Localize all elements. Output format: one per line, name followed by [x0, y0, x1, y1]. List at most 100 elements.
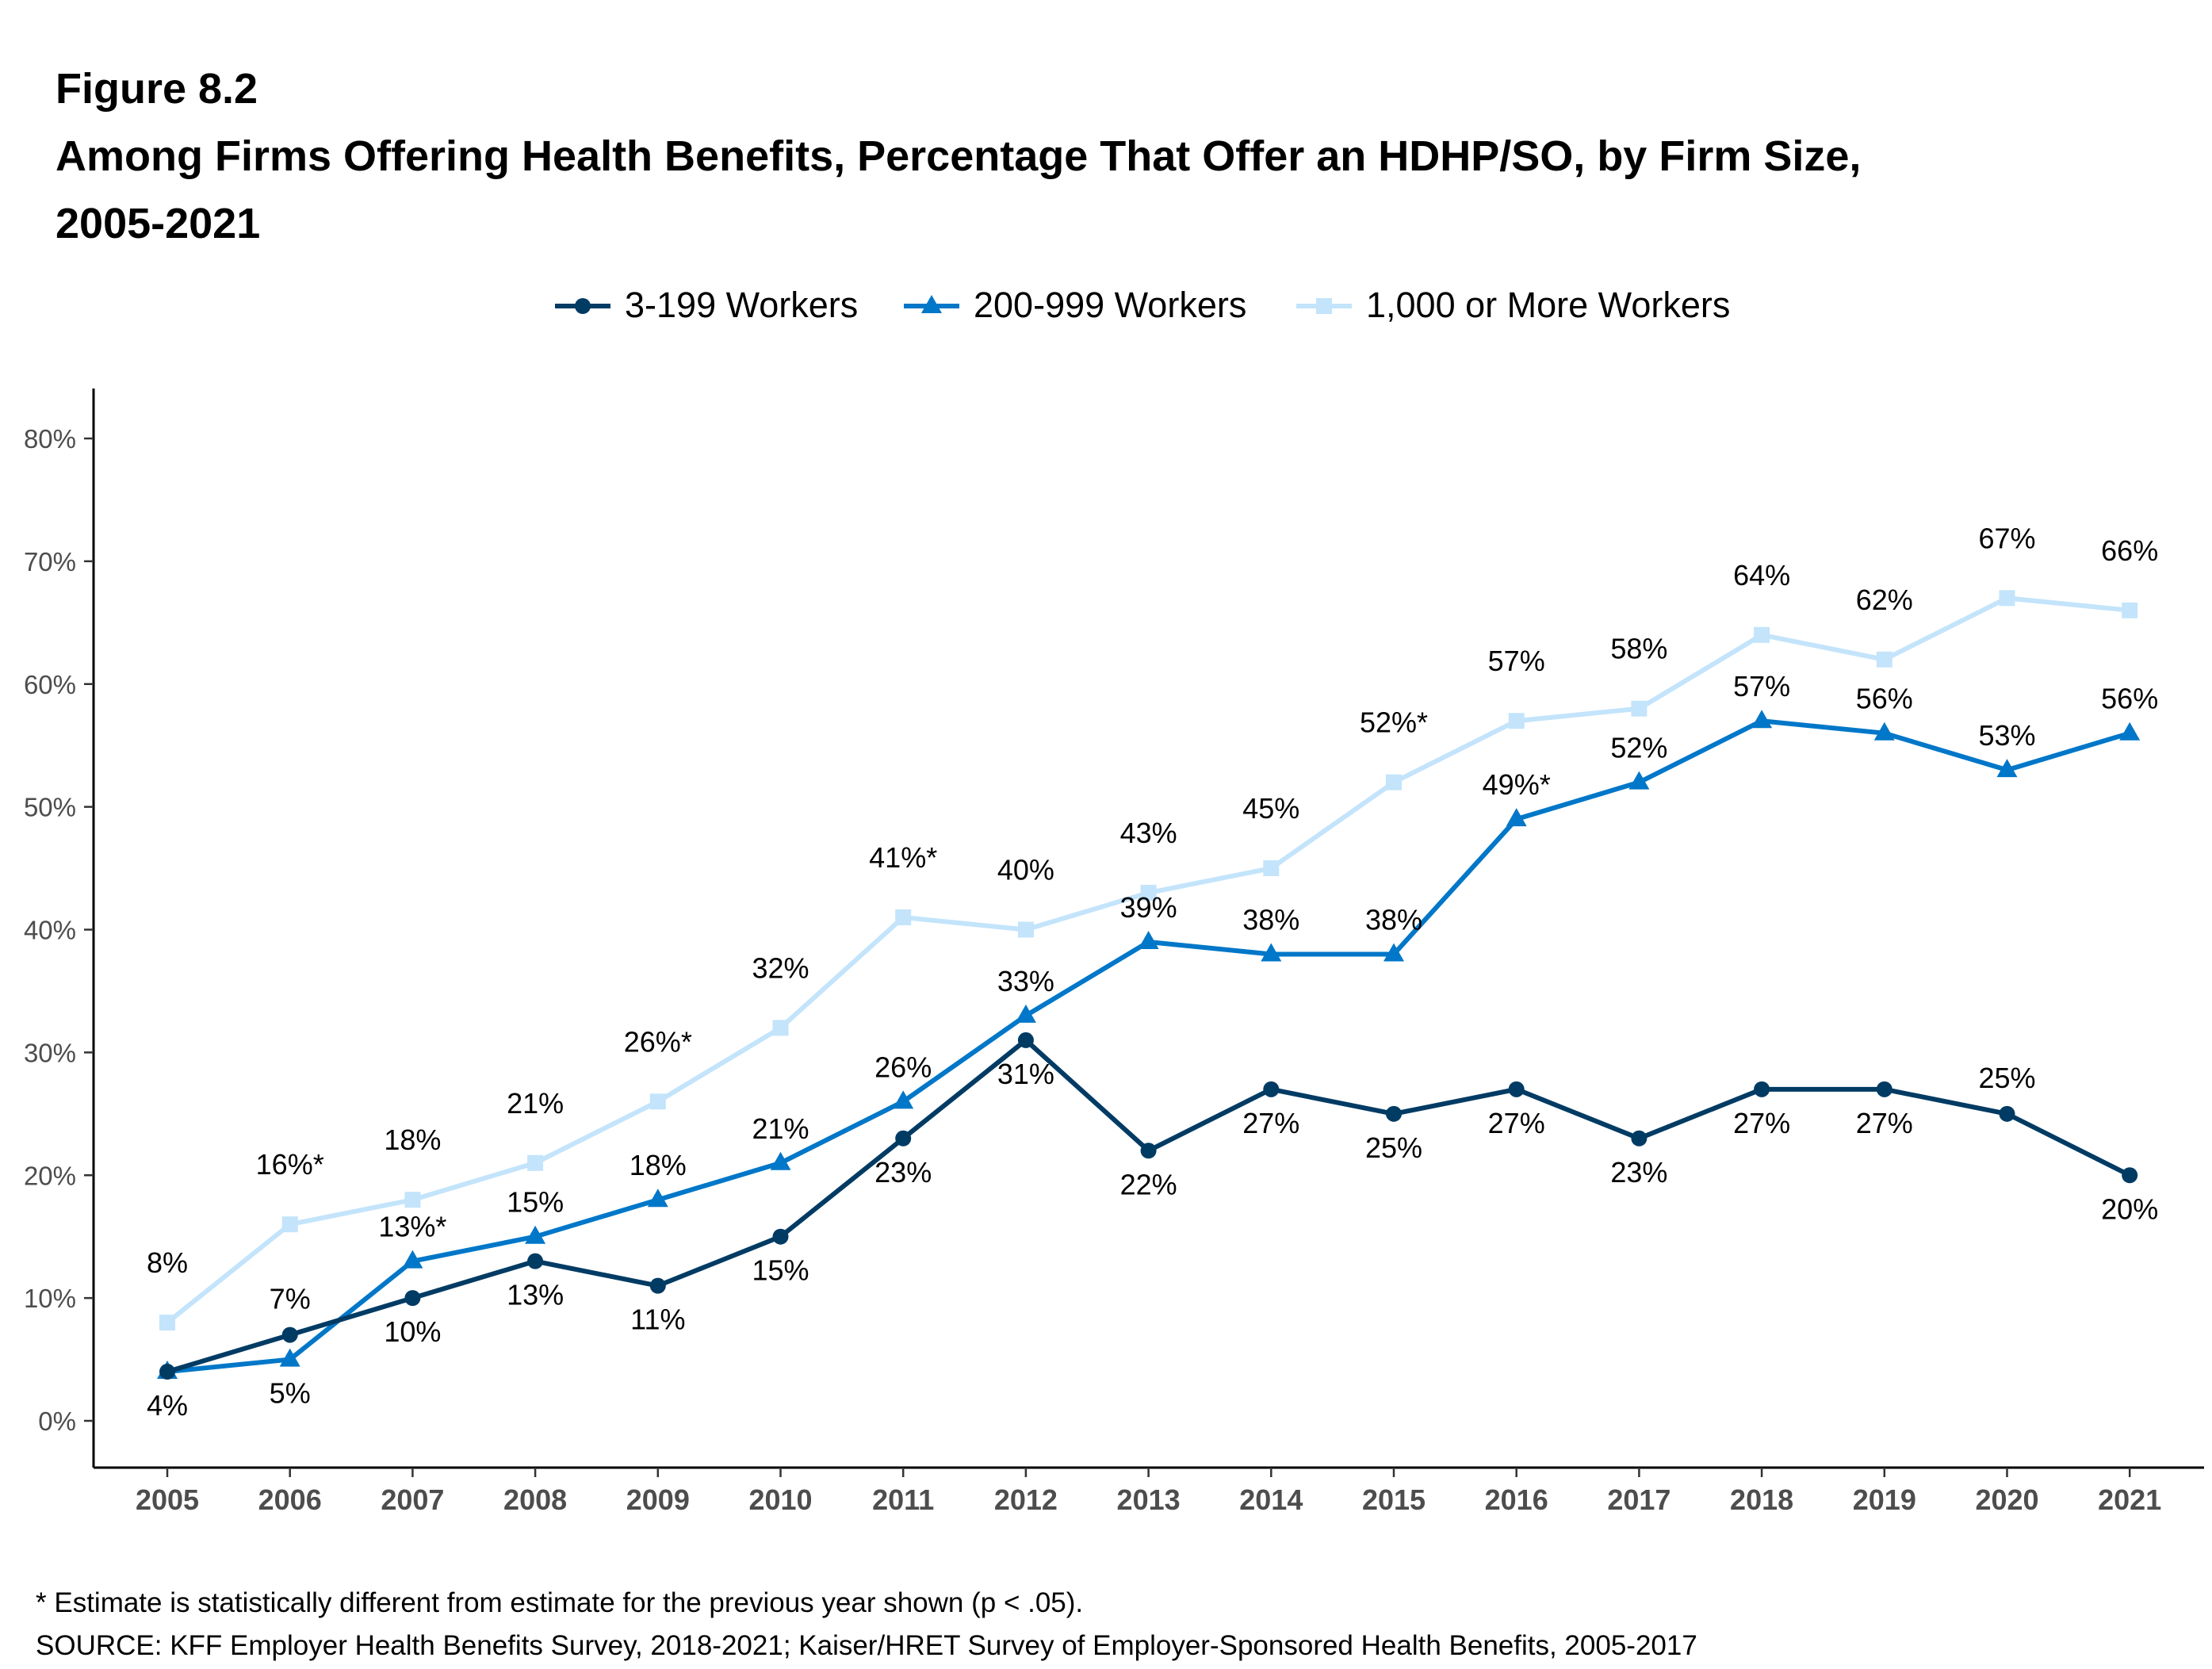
data-point: [1263, 860, 1280, 877]
legend-marker: [1316, 298, 1332, 314]
y-tick-label: 50%: [24, 793, 76, 822]
chart-title-line2: 2005-2021: [55, 200, 260, 247]
y-tick-label: 20%: [24, 1161, 76, 1190]
data-labels: 4% 7% 10% 13% 11% 15% 23% 31% 22% 27% 25% 27% 23% 27%…: [147, 522, 2158, 1422]
data-point: [281, 1216, 298, 1233]
legend-label: 3-199 Workers: [625, 285, 858, 325]
data-point: [404, 1290, 421, 1307]
data-label: 26%: [874, 1051, 932, 1083]
data-point: [649, 1093, 666, 1110]
data-point: [1508, 713, 1525, 729]
x-tick-label: 2013: [1117, 1483, 1181, 1516]
data-label: 11%: [630, 1303, 685, 1336]
x-tick-label: 2005: [136, 1483, 199, 1516]
data-label: 49%*: [1483, 768, 1551, 801]
data-label: 21%: [507, 1087, 564, 1120]
data-point: [647, 1189, 668, 1208]
legend-item: 1,000 or More Workers: [1296, 285, 1730, 325]
data-label: 57%: [1733, 670, 1790, 702]
x-tick-label: 2016: [1485, 1483, 1548, 1516]
data-point: [2122, 1167, 2138, 1184]
footnote: * Estimate is statistically different fr…: [36, 1587, 1083, 1618]
data-label: 40%: [997, 854, 1054, 886]
data-label: 10%: [384, 1315, 441, 1348]
data-label: 5%: [270, 1377, 311, 1410]
data-label: 52%*: [1360, 706, 1428, 739]
data-point: [1996, 759, 2018, 778]
data-label: 57%: [1488, 645, 1545, 677]
x-tick-label: 2009: [626, 1483, 690, 1516]
data-point: [1017, 1032, 1034, 1048]
data-point: [772, 1020, 789, 1036]
data-label: 41%*: [869, 841, 937, 874]
data-point: [1140, 1143, 1157, 1159]
data-label: 33%: [997, 965, 1054, 997]
data-point: [525, 1225, 546, 1244]
data-point: [1751, 710, 1773, 729]
data-point: [1631, 1130, 1648, 1146]
data-label: 16%*: [256, 1148, 324, 1181]
y-tick-label: 70%: [24, 547, 76, 576]
data-label: 27%: [1488, 1107, 1545, 1139]
data-point: [1386, 1105, 1402, 1122]
data-label: 39%: [1120, 891, 1177, 924]
data-label: 56%: [2101, 683, 2158, 715]
x-tick-label: 2018: [1730, 1483, 1793, 1516]
data-point: [1506, 808, 1527, 827]
legend-item: 3-199 Workers: [555, 285, 858, 325]
data-point: [1873, 722, 1895, 741]
data-label: 25%: [1365, 1131, 1422, 1164]
data-label: 13%: [507, 1279, 564, 1311]
data-point: [893, 1090, 914, 1109]
data-label: 23%: [1610, 1156, 1667, 1189]
data-point: [279, 1348, 300, 1367]
data-label: 15%: [507, 1186, 564, 1219]
data-label: 66%: [2101, 534, 2158, 567]
x-tick-label: 2020: [1975, 1483, 2038, 1516]
data-label: 38%: [1242, 903, 1299, 936]
data-label: 38%: [1365, 903, 1422, 936]
data-point: [527, 1154, 544, 1171]
data-point: [1631, 700, 1648, 717]
y-tick-label: 40%: [24, 916, 76, 945]
data-label: 67%: [1978, 522, 2035, 554]
data-label: 26%*: [624, 1025, 692, 1058]
data-point: [1999, 1105, 2015, 1122]
x-tick-label: 2015: [1362, 1483, 1426, 1516]
data-point: [1876, 1081, 1892, 1097]
x-tick-label: 2006: [258, 1483, 322, 1516]
x-tick-label: 2019: [1853, 1483, 1916, 1516]
data-label: 27%: [1242, 1107, 1299, 1139]
series-layer: [157, 590, 2141, 1380]
data-point: [281, 1326, 298, 1343]
source-note: SOURCE: KFF Employer Health Benefits Sur…: [36, 1630, 1697, 1661]
y-tick-label: 10%: [24, 1284, 76, 1313]
data-point: [1138, 930, 1159, 949]
x-tick-label: 2012: [994, 1483, 1058, 1516]
data-point: [159, 1364, 175, 1380]
data-label: 45%: [1242, 792, 1299, 825]
data-label: 8%: [147, 1246, 188, 1279]
data-point: [1261, 943, 1282, 962]
data-point: [649, 1277, 666, 1294]
y-tick-label: 80%: [24, 424, 76, 454]
x-tick-label: 2008: [503, 1483, 567, 1516]
data-label: 31%: [997, 1058, 1054, 1090]
figure-label: Figure 8.2: [55, 65, 258, 113]
data-point: [1628, 771, 1650, 790]
series-1: [159, 1032, 2138, 1380]
legend: 3-199 Workers 200-999 Workers 1,000 or Mor…: [555, 285, 1730, 325]
data-point: [1263, 1081, 1280, 1097]
data-point: [1508, 1081, 1525, 1097]
x-tick-label: 2010: [748, 1483, 812, 1516]
data-point: [2122, 602, 2138, 618]
legend-label: 1,000 or More Workers: [1366, 285, 1730, 325]
data-label: 53%: [1978, 719, 2035, 752]
data-point: [1386, 774, 1402, 790]
data-point: [1999, 590, 2015, 607]
chart-title-line1: Among Firms Offering Health Benefits, Pe…: [55, 132, 1861, 180]
data-label: 56%: [1856, 683, 1913, 715]
data-point: [895, 1130, 912, 1146]
axes: 0% 10% 20% 30% 40% 50% 60% 70% 80% 2005 2006 2007 20…: [24, 389, 2204, 1516]
